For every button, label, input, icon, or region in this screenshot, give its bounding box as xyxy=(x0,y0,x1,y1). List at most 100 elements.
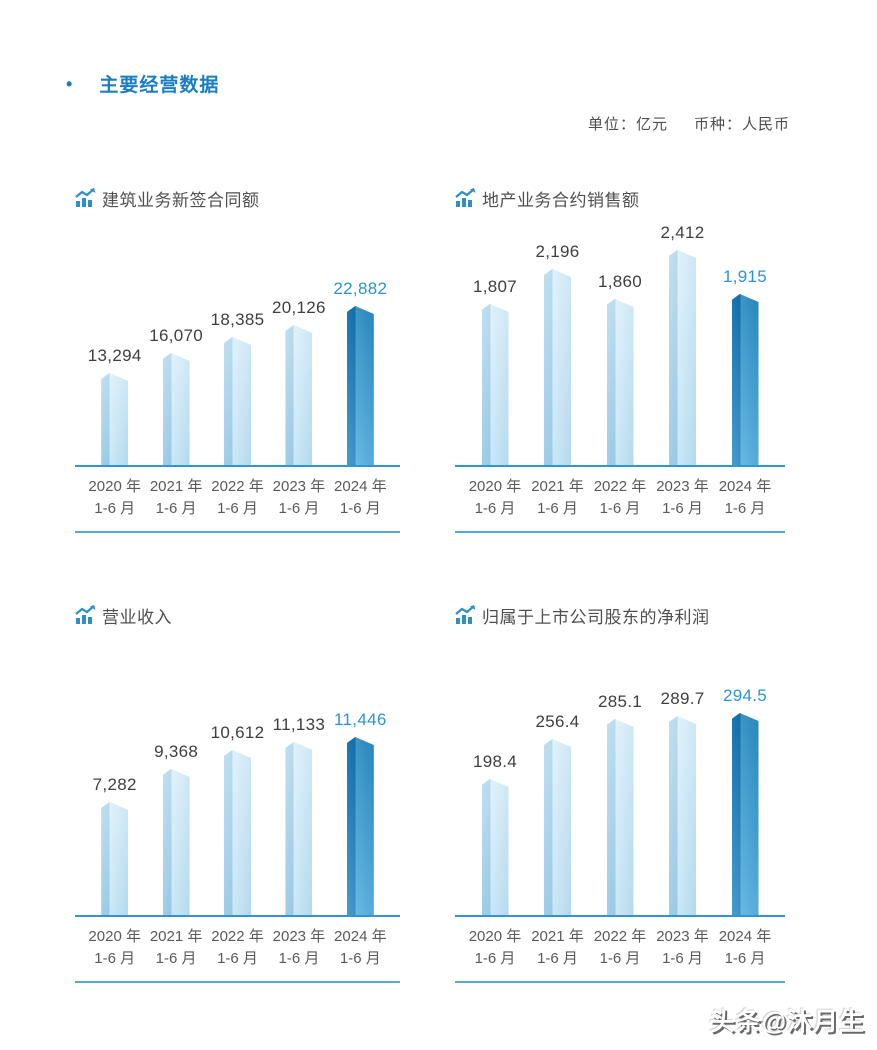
bar-column: 198.4 xyxy=(464,752,526,915)
bar-column: 2,196 xyxy=(527,242,589,465)
chart-title: 归属于上市公司股东的净利润 xyxy=(482,607,710,627)
x-axis-label: 2022 年 1-6 月 xyxy=(211,928,264,967)
bar xyxy=(162,769,190,915)
trend-chart-icon xyxy=(455,605,476,624)
bar-value-label: 7,282 xyxy=(92,775,137,794)
bar xyxy=(481,779,509,915)
bar-column: 289.7 xyxy=(652,689,714,915)
bar xyxy=(606,719,634,915)
trend-chart-icon xyxy=(75,605,96,624)
bar-column: 11,446 xyxy=(330,710,391,915)
bar-column: 22,882 xyxy=(330,279,391,465)
unit-label: 单位：亿元 xyxy=(587,116,668,133)
trend-chart-icon xyxy=(455,188,476,207)
bar-value-label: 11,446 xyxy=(334,710,387,729)
bar-highlight xyxy=(731,713,759,915)
chart-title: 地产业务合约销售额 xyxy=(482,190,640,210)
bar-column: 2,412 xyxy=(652,223,714,465)
bar-highlight xyxy=(731,294,759,465)
plot-area: 7,282 9,368 10,612 11,133 11,446 xyxy=(75,627,400,915)
plot-area: 1,807 2,196 1,860 2,412 1,915 xyxy=(455,210,785,465)
bar-column: 7,282 xyxy=(84,775,145,915)
unit-note: 单位：亿元 币种：人民币 xyxy=(588,113,790,134)
bar-column: 294.5 xyxy=(714,686,776,915)
trend-chart-icon xyxy=(75,188,96,207)
bar xyxy=(285,325,313,465)
bar xyxy=(162,353,190,465)
watermark: 头条@沐月生 xyxy=(709,1008,865,1036)
x-axis-label: 2020 年 1-6 月 xyxy=(468,928,522,967)
bar xyxy=(606,299,634,465)
x-axis-label: 2021 年 1-6 月 xyxy=(531,478,584,517)
bar-value-label: 9,368 xyxy=(154,742,199,761)
x-axis-label: 2024 年 1-6 月 xyxy=(334,478,387,517)
x-axis-label: 2020 年 1-6 月 xyxy=(468,478,522,517)
bar-value-label: 198.4 xyxy=(472,752,518,771)
bar xyxy=(669,250,696,465)
chart-block: 建筑业务新签合同额 13,294 16,070 18,385 20,126 22,882… xyxy=(75,186,400,533)
bar xyxy=(544,269,571,465)
chart-bottom-divider xyxy=(75,980,400,983)
bullet-icon: • xyxy=(66,73,74,94)
section-title-text: 主要经营数据 xyxy=(99,75,220,96)
chart-block: 地产业务合约销售额 1,807 2,196 1,860 2,412 1,915 2020… xyxy=(455,186,785,533)
bar-highlight xyxy=(346,306,374,465)
bar-value-label: 13,294 xyxy=(87,346,142,365)
bar-value-label: 10,612 xyxy=(210,723,265,742)
x-axis-label: 2021 年 1-6 月 xyxy=(149,478,203,517)
x-axis-label: 2023 年 1-6 月 xyxy=(272,478,326,517)
bar-column: 18,385 xyxy=(207,310,268,465)
chart-header: 建筑业务新签合同额 xyxy=(75,186,400,210)
bar xyxy=(224,750,252,915)
bar-highlight xyxy=(346,737,374,915)
x-axis-line xyxy=(75,915,400,917)
bar xyxy=(544,739,571,915)
plot-area: 198.4 256.4 285.1 289.7 294.5 xyxy=(455,627,785,915)
bar xyxy=(481,304,509,465)
bar-column: 13,294 xyxy=(84,346,145,465)
bar-value-label: 22,882 xyxy=(333,279,388,298)
x-axis-line xyxy=(455,465,785,467)
section-title: • 主要经营数据 xyxy=(66,70,219,97)
bar-value-label: 1,860 xyxy=(597,272,643,291)
plot-area: 13,294 16,070 18,385 20,126 22,882 xyxy=(75,210,400,465)
chart-block: 归属于上市公司股东的净利润 198.4 256.4 285.1 289.7 294.5 … xyxy=(455,603,785,983)
bar-value-label: 20,126 xyxy=(272,298,326,317)
bar-value-label: 16,070 xyxy=(149,326,203,345)
bar-value-label: 256.4 xyxy=(535,712,580,731)
x-axis-label: 2022 年 1-6 月 xyxy=(593,478,647,517)
bar-value-label: 1,807 xyxy=(472,277,518,296)
chart-bottom-divider xyxy=(455,980,785,983)
x-axis-label: 2022 年 1-6 月 xyxy=(593,928,647,967)
chart-bottom-divider xyxy=(75,530,400,533)
x-axis-label: 2020 年 1-6 月 xyxy=(88,928,141,967)
x-axis-label: 2023 年 1-6 月 xyxy=(656,478,709,517)
bar-value-label: 11,133 xyxy=(272,715,326,734)
bar-value-label: 289.7 xyxy=(660,689,705,708)
bar xyxy=(224,337,252,465)
bar-column: 1,860 xyxy=(589,272,651,465)
bar-value-label: 18,385 xyxy=(210,310,265,329)
x-axis-label: 2020 年 1-6 月 xyxy=(88,478,141,517)
chart-block: 营业收入 7,282 9,368 10,612 11,133 11,446 2020 年… xyxy=(75,603,400,983)
x-axis-label: 2022 年 1-6 月 xyxy=(211,478,264,517)
bar-column: 1,915 xyxy=(714,267,776,465)
bar-value-label: 285.1 xyxy=(597,692,643,711)
x-axis-line xyxy=(455,915,785,917)
x-axis-line xyxy=(75,465,400,467)
bar xyxy=(101,802,129,915)
x-axis-label: 2023 年 1-6 月 xyxy=(656,928,709,967)
currency-label: 币种：人民币 xyxy=(693,116,790,133)
bar-column: 16,070 xyxy=(145,326,206,465)
bar-column: 285.1 xyxy=(589,692,651,915)
bar-column: 9,368 xyxy=(145,742,206,915)
bar-column: 1,807 xyxy=(464,277,526,465)
bar-column: 11,133 xyxy=(268,715,329,915)
bar xyxy=(669,716,696,915)
bar-column: 10,612 xyxy=(207,723,268,915)
